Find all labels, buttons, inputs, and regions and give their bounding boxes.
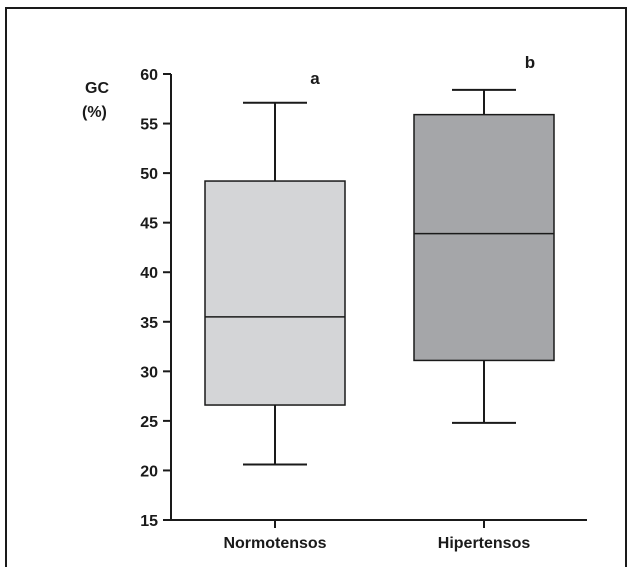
- significance-letter-b: b: [525, 53, 535, 72]
- y-axis-label-line2: (%): [82, 104, 107, 121]
- y-tick-label-40: 40: [140, 265, 158, 282]
- y-tick-label-30: 30: [140, 364, 158, 381]
- hipertensos-x-label: Hipertensos: [438, 535, 531, 552]
- y-tick-label-60: 60: [140, 67, 158, 84]
- normotensos-x-label: Normotensos: [223, 535, 326, 552]
- normotensos-box: [204, 180, 346, 406]
- y-tick-label-35: 35: [140, 315, 158, 332]
- y-axis-label-line1: GC: [85, 80, 109, 97]
- y-tick-label-55: 55: [140, 117, 158, 134]
- significance-letter-a: a: [310, 69, 320, 88]
- hipertensos-box: [413, 113, 555, 362]
- y-tick-label-45: 45: [140, 216, 158, 233]
- y-tick-label-50: 50: [140, 166, 158, 183]
- y-tick-label-20: 20: [140, 463, 158, 480]
- y-tick-label-25: 25: [140, 414, 158, 431]
- y-tick-label-15: 15: [140, 513, 158, 530]
